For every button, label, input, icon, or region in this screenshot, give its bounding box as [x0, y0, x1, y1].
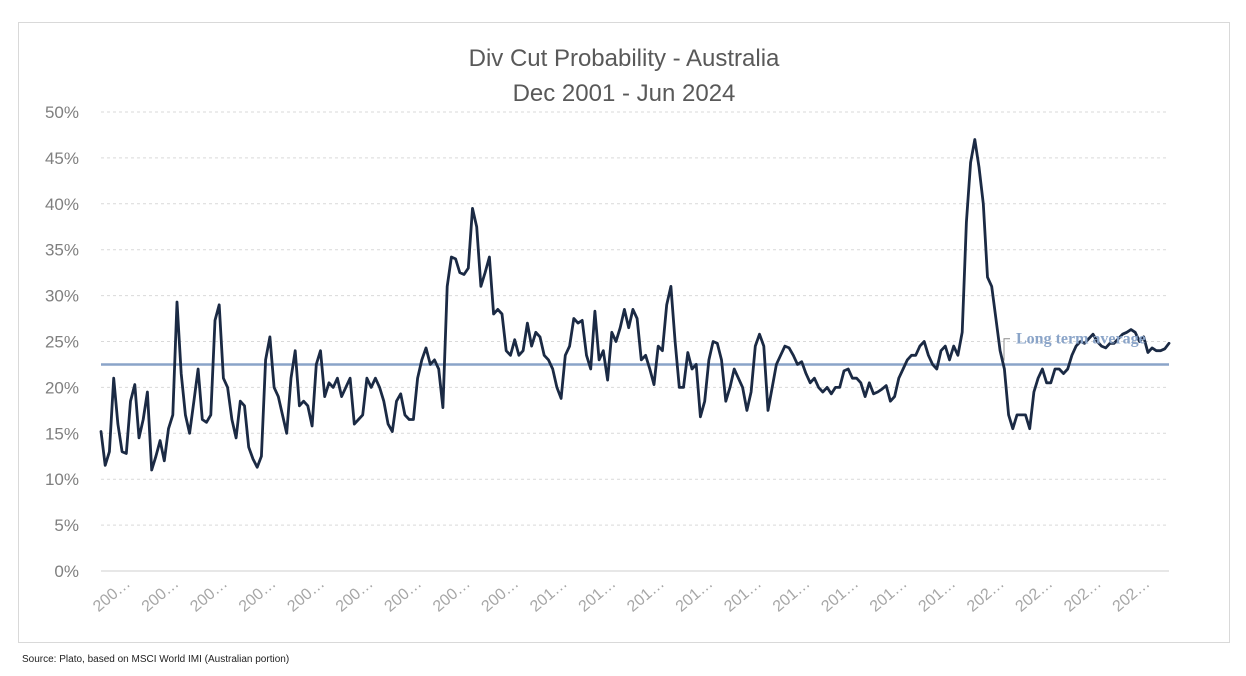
x-tick-label: 201…	[624, 575, 668, 615]
x-tick-label: 201…	[673, 575, 717, 615]
x-tick-label: 200…	[430, 575, 474, 615]
line-chart: Div Cut Probability - Australia Dec 2001…	[45, 45, 1171, 616]
chart-frame: Div Cut Probability - Australia Dec 2001…	[18, 22, 1230, 643]
y-tick-label: 0%	[54, 562, 79, 581]
x-tick-label: 202…	[964, 575, 1008, 615]
long-term-average-label: Long term average	[1016, 331, 1146, 348]
annotation-group: Long term average	[1003, 331, 1146, 361]
y-tick-label: 20%	[45, 378, 79, 397]
x-tick-label: 200…	[236, 575, 280, 615]
chart-title: Div Cut Probability - Australia	[469, 45, 780, 72]
y-tick-label: 30%	[45, 287, 79, 306]
x-tick-label: 200…	[284, 575, 328, 615]
grid-layer	[101, 111, 1169, 572]
annotation-bracket	[1003, 338, 1010, 361]
x-tick-label: 200…	[187, 575, 231, 615]
x-tick-label: 202…	[1061, 575, 1105, 615]
x-tick-label: 201…	[721, 575, 765, 615]
x-tick-label: 201…	[527, 575, 571, 615]
x-tick-label: 200…	[139, 575, 183, 615]
y-tick-label: 10%	[45, 470, 79, 489]
y-tick-label: 15%	[45, 424, 79, 443]
x-tick-label: 201…	[576, 575, 620, 615]
x-tick-label: 201…	[867, 575, 911, 615]
x-tick-label: 200…	[381, 575, 425, 615]
series-group	[99, 138, 1171, 472]
x-tick-label: 202…	[1013, 575, 1057, 615]
x-tick-label: 201…	[770, 575, 814, 615]
x-tick-label: 202…	[1110, 575, 1154, 615]
y-tick-label: 35%	[45, 241, 79, 260]
y-tick-label: 50%	[45, 103, 79, 122]
y-tick-label: 25%	[45, 333, 79, 352]
y-tick-label: 40%	[45, 195, 79, 214]
x-tick-label: 200…	[333, 575, 377, 615]
y-axis-tick-labels: 0% 5% 10% 15% 20% 25% 30% 35% 40% 45% 50%	[45, 103, 79, 581]
chart-subtitle: Dec 2001 - Jun 2024	[513, 80, 736, 107]
source-note: Source: Plato, based on MSCI World IMI (…	[22, 654, 290, 665]
x-tick-label: 200…	[479, 575, 523, 615]
y-tick-label: 45%	[45, 149, 79, 168]
x-tick-label: 200…	[90, 575, 134, 615]
x-axis-tick-labels: 200… 200… 200… 200… 200… 200… 200… 200… 200… 201……	[90, 575, 1153, 615]
div-cut-probability-series-line	[99, 138, 1171, 472]
x-tick-label: 201…	[915, 575, 959, 615]
y-tick-label: 5%	[54, 516, 79, 535]
x-tick-label: 201…	[818, 575, 862, 615]
